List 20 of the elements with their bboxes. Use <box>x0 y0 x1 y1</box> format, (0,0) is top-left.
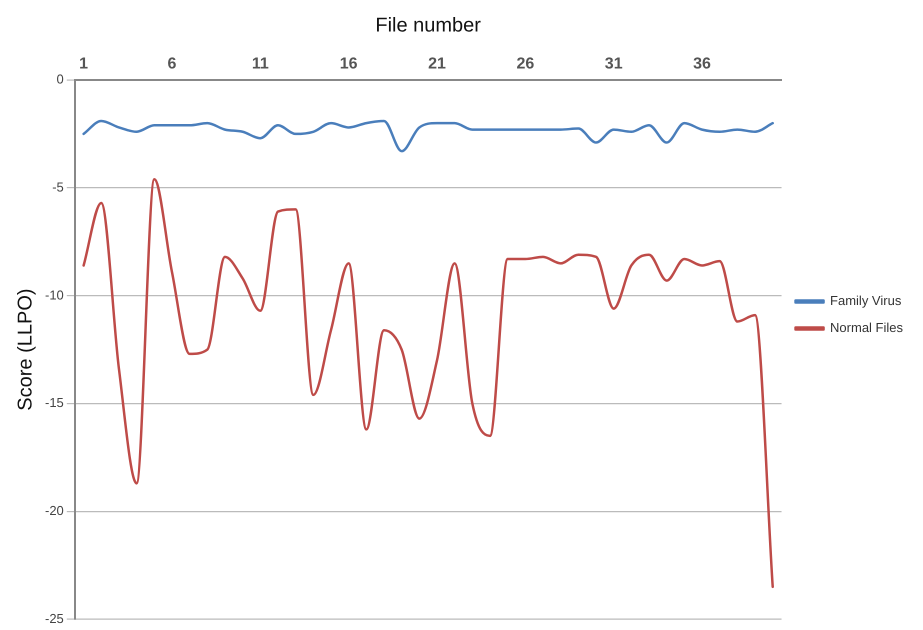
x-tick-label: 36 <box>693 55 712 72</box>
x-tick-label: 26 <box>516 55 534 72</box>
x-tick-label: 16 <box>340 55 358 72</box>
x-tick-label: 6 <box>168 55 177 72</box>
y-tick-label: -15 <box>44 395 64 410</box>
x-axis-title: File number <box>375 14 482 37</box>
y-tick-label: -10 <box>44 287 64 302</box>
x-tick-label: 1 <box>79 55 88 72</box>
line-series <box>82 120 774 152</box>
y-tick-label: -20 <box>44 502 64 518</box>
y-tick-label: 0 <box>56 72 64 87</box>
x-tick-label: 21 <box>428 55 446 72</box>
y-tick-label: -25 <box>44 610 64 626</box>
x-tick-label: 31 <box>604 55 623 72</box>
y-tick-label: -5 <box>52 179 64 194</box>
legend-label: Family Virus <box>830 293 902 308</box>
legend-label: Normal Files <box>830 320 904 336</box>
line-series <box>82 178 774 588</box>
x-tick-label: 11 <box>252 55 269 72</box>
y-axis-title: Score (LLPO) <box>14 288 37 411</box>
